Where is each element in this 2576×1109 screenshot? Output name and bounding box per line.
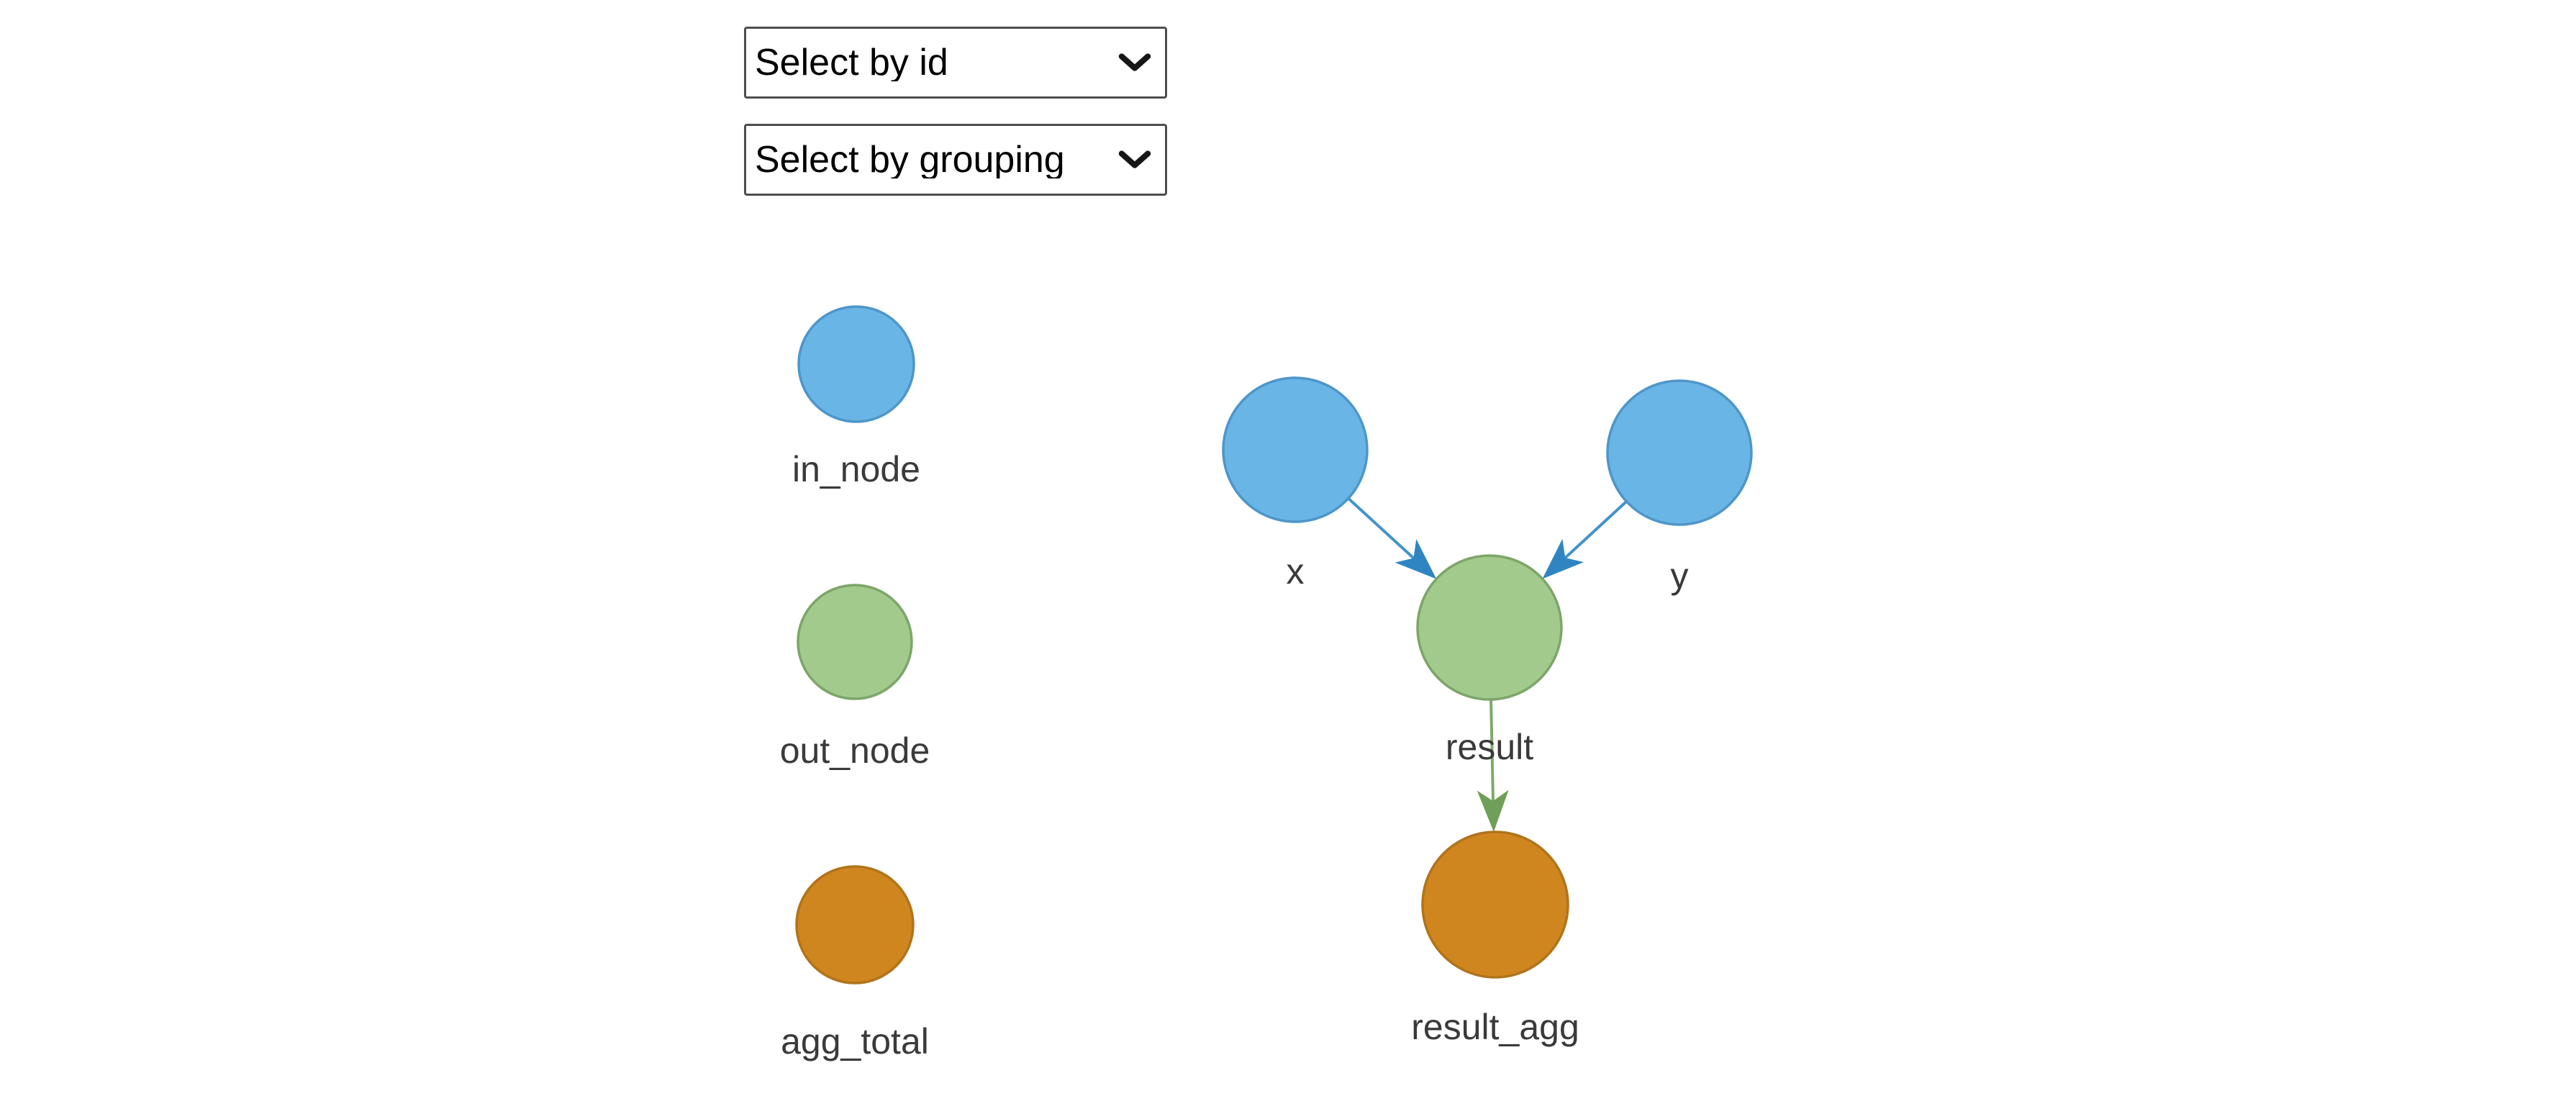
graph-node-label-y: y — [1671, 556, 1689, 596]
graph-node-result[interactable] — [1416, 554, 1563, 701]
edge-arrowhead-y-result — [1542, 538, 1584, 579]
edge-arrowhead-x-result — [1394, 539, 1437, 579]
select-by-id-wrapper: Select by id — [744, 27, 1167, 99]
graph-node-label-result: result — [1446, 727, 1533, 767]
legend-label-in_node: in_node — [792, 449, 920, 489]
legend-swatch-out_node — [797, 584, 913, 700]
select-by-grouping[interactable]: Select by grouping — [744, 124, 1167, 196]
edge-arrowhead-result-result_agg — [1477, 789, 1509, 833]
graph-edge-result-result_agg[interactable] — [1489, 699, 1495, 802]
graph-edge-y-result[interactable] — [1564, 500, 1628, 560]
legend-swatch-agg_total — [795, 865, 915, 984]
legend-layer: in_node out_node agg_total — [780, 305, 930, 1062]
edge-layer — [1347, 497, 1628, 833]
graph-node-result_agg[interactable] — [1421, 830, 1569, 979]
select-by-grouping-wrapper: Select by grouping — [744, 124, 1167, 196]
graph-edge-x-result[interactable] — [1347, 497, 1415, 560]
graph-node-y[interactable] — [1606, 379, 1753, 526]
graph-node-label-x: x — [1287, 551, 1305, 592]
legend-label-agg_total: agg_total — [781, 1021, 929, 1062]
legend-label-out_node: out_node — [780, 730, 930, 771]
graph-node-label-result_agg: result_agg — [1411, 1007, 1579, 1047]
select-by-id[interactable]: Select by id — [744, 27, 1167, 99]
legend-swatch-in_node — [797, 305, 915, 423]
graph-node-x[interactable] — [1222, 376, 1369, 523]
node-layer — [1222, 376, 1753, 979]
label-layer: x y result result_agg — [1287, 551, 1689, 1047]
